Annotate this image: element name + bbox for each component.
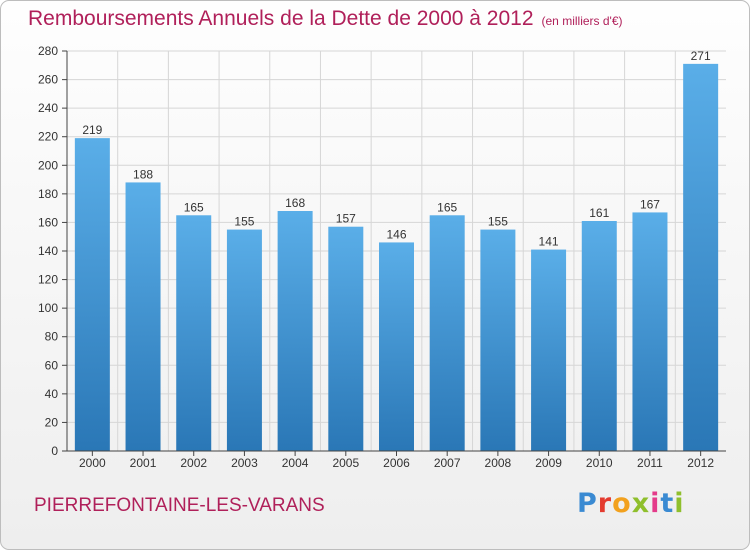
y-tick-label: 60 xyxy=(45,358,59,372)
y-tick-label: 100 xyxy=(38,301,58,315)
value-label-2000: 219 xyxy=(82,123,102,137)
city-name: PIERREFONTAINE-LES-VARANS xyxy=(34,495,325,516)
x-tick-label-2000: 2000 xyxy=(79,456,106,470)
y-tick-label: 20 xyxy=(45,415,59,429)
value-label-2009: 141 xyxy=(539,235,559,249)
x-tick-label-2001: 2001 xyxy=(130,456,157,470)
bar-2005 xyxy=(328,226,364,451)
axes xyxy=(62,50,726,456)
x-tick-label-2002: 2002 xyxy=(180,456,207,470)
y-tick-label: 80 xyxy=(45,330,59,344)
y-tick-label: 160 xyxy=(38,215,58,229)
y-tick-label: 140 xyxy=(38,244,58,258)
bar-2004 xyxy=(277,211,313,451)
x-tick-label-2011: 2011 xyxy=(637,456,663,470)
x-tick-label-2007: 2007 xyxy=(434,456,461,470)
y-tick-label: 0 xyxy=(51,444,58,458)
bar-2011 xyxy=(632,212,668,451)
value-label-2011: 167 xyxy=(640,197,660,211)
value-label-2012: 271 xyxy=(691,49,711,63)
value-label-2003: 155 xyxy=(234,215,254,229)
x-tick-label-2005: 2005 xyxy=(332,456,359,470)
x-tick-label-2003: 2003 xyxy=(231,456,258,470)
x-tick-label-2010: 2010 xyxy=(586,456,613,470)
value-label-2007: 165 xyxy=(437,200,457,214)
value-label-2006: 146 xyxy=(386,227,406,241)
y-tick-label: 220 xyxy=(38,130,58,144)
bar-2000 xyxy=(74,138,110,451)
x-tick-label-2009: 2009 xyxy=(535,456,562,470)
x-tick-label-2012: 2012 xyxy=(687,456,714,470)
value-label-2002: 165 xyxy=(184,200,204,214)
labels: 0 20 40 60 80 100 120 140 160 180 200 220 240 260 280 2… xyxy=(38,44,714,470)
bar-2009 xyxy=(531,249,567,451)
x-tick-label-2004: 2004 xyxy=(282,456,309,470)
y-tick-label: 180 xyxy=(38,187,58,201)
bars xyxy=(74,63,719,451)
bar-2001 xyxy=(125,182,161,451)
y-tick-label: 200 xyxy=(38,158,58,172)
y-tick-label: 240 xyxy=(38,101,58,115)
bar-2012 xyxy=(683,63,719,451)
y-tick-label: 280 xyxy=(38,44,58,58)
x-tick-label-2006: 2006 xyxy=(383,456,410,470)
bar-2003 xyxy=(226,229,262,451)
chart-title: Remboursements Annuels de la Dette de 20… xyxy=(28,7,623,30)
value-label-2008: 155 xyxy=(488,215,508,229)
bar-2008 xyxy=(480,229,516,451)
y-tick-label: 120 xyxy=(38,273,58,287)
x-tick-label-2008: 2008 xyxy=(485,456,512,470)
bar-2010 xyxy=(581,221,617,451)
value-label-2004: 168 xyxy=(285,196,305,210)
y-tick-label: 260 xyxy=(38,73,58,87)
bar-2007 xyxy=(429,215,465,451)
bar-2006 xyxy=(379,242,414,451)
proxiti-logo: Proxiti xyxy=(577,488,685,519)
value-label-2001: 188 xyxy=(133,167,153,181)
value-label-2010: 161 xyxy=(589,206,609,220)
chart-subtitle: (en milliers d'€) xyxy=(541,14,623,28)
value-label-2005: 157 xyxy=(336,212,356,226)
y-tick-label: 40 xyxy=(45,387,59,401)
bar-2002 xyxy=(176,215,212,451)
